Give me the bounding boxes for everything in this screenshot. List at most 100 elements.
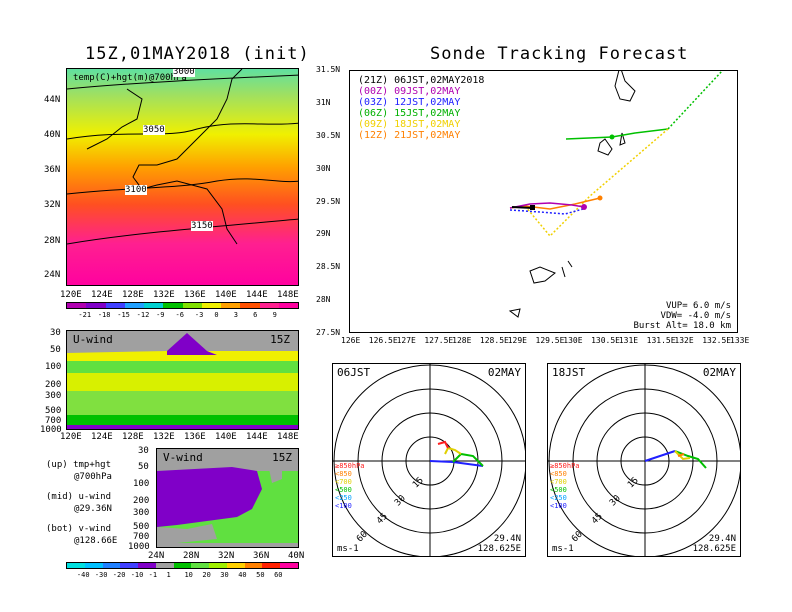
colorbar-swatch (155, 563, 174, 568)
p-tick: 300 (133, 508, 150, 518)
pressure-level-item: <500 (550, 486, 567, 494)
p-tick: 700 (45, 416, 62, 426)
colorbar-label: -1 (148, 571, 158, 579)
lon-tick: 132E (674, 336, 694, 345)
pressure-level-item: <250 (335, 494, 352, 502)
lon-tick: 136E (184, 432, 206, 442)
lon-tick: 133E (730, 336, 750, 345)
p-tick: 1000 (40, 425, 62, 435)
colorbar-label: 40 (238, 571, 247, 579)
lon-tick: 148E (277, 432, 299, 442)
pressure-level-item: ≥850hPa (335, 462, 365, 470)
lat-tick: 30.5N (316, 130, 341, 140)
temperature-colorbar-labels: -21 -18 -15 -12 -9 -6 -3 0 3 6 9 (66, 309, 299, 319)
polar-plot-06jst: 06JST 02MAY 15 30 45 60 ≥850hPa <850 <700 <… (332, 363, 526, 557)
colorbar-swatch (262, 563, 281, 568)
colorbar-swatch (102, 563, 121, 568)
colorbar-label: 1 (166, 571, 171, 579)
legend-note: (bot) v-wind (46, 524, 112, 534)
colorbar-swatch (221, 303, 241, 308)
track-title: Sonde Tracking Forecast (430, 44, 689, 64)
lon-tick: 132.5E (702, 336, 732, 345)
colorbar-swatch (144, 303, 164, 308)
colorbar-swatch (67, 303, 87, 308)
track-map: (21Z) 06JST,02MAY2018 (00Z) 09JST,02MAY (0… (349, 70, 738, 333)
launch-legend-item: (21Z) 06JST,02MAY2018 (358, 75, 485, 86)
lat-tick: 28N (316, 295, 331, 305)
vup-label: VUP= 6.0 m/s (665, 301, 731, 311)
p-tick: 100 (133, 479, 150, 489)
legend-note: @700hPa (74, 472, 112, 482)
lat-tick: 31N (316, 97, 331, 107)
colorbar-label: 0 (214, 311, 219, 319)
colorbar-label: -18 (97, 311, 111, 319)
lat-tick: 28.5N (316, 262, 341, 272)
colorbar-label: -6 (175, 311, 184, 319)
contour-label: 3150 (191, 221, 213, 231)
lon-tick: 144E (246, 290, 268, 300)
lon-tick: 126.5E (368, 336, 398, 345)
colorbar-swatch (124, 303, 144, 308)
lat-tick: 28N (183, 551, 200, 561)
lon-tick: 130E (563, 336, 583, 345)
p-tick: 500 (133, 522, 150, 532)
colorbar-swatch (201, 303, 221, 308)
contour-label: 3000 (173, 68, 195, 77)
pressure-level-item: <850 (550, 470, 567, 478)
v-wind-label: V-wind (163, 451, 203, 464)
pressure-level-item: ≥850hPa (550, 462, 580, 470)
launch-legend-item: (06Z) 15JST,02MAY (358, 108, 461, 119)
lon-tick: 132E (153, 432, 175, 442)
polar-lon: 128.625E (692, 544, 736, 554)
u-wind-section: U-wind 15Z (66, 330, 299, 430)
colorbar-label: -12 (136, 311, 150, 319)
p-tick: 30 (138, 446, 149, 456)
lon-tick: 124E (91, 290, 113, 300)
pressure-level-legend: ≥850hPa <850 <700 <500 <250 <100 (335, 462, 365, 510)
vdw-label: VDW= -4.0 m/s (660, 311, 731, 321)
colorbar-label: 3 (233, 311, 238, 319)
map-panel-label: temp(C)+hgt(m)@700hPa (73, 73, 187, 83)
lon-tick: 129E (507, 336, 527, 345)
lat-tick: 27.5N (316, 328, 341, 337)
pressure-level-item: <100 (550, 502, 567, 510)
p-tick: 1000 (128, 542, 150, 552)
p-tick: 200 (133, 496, 150, 506)
launch-legend-item: (00Z) 09JST,02MAY (358, 86, 461, 97)
colorbar-label: -40 (76, 571, 90, 579)
launch-legend-item: (09Z) 18JST,02MAY (358, 119, 461, 130)
map-title: 15Z,01MAY2018 (init) (85, 44, 310, 64)
colorbar-label: -10 (130, 571, 144, 579)
v-wind-time: 15Z (272, 451, 292, 464)
polar-lon: 128.625E (477, 544, 521, 554)
p-tick: 200 (45, 380, 62, 390)
pressure-level-item: <700 (335, 478, 352, 486)
launch-legend-item: (03Z) 12JST,02MAY (358, 97, 461, 108)
polar-units: ms-1 (552, 544, 574, 554)
colorbar-label: 50 (256, 571, 265, 579)
pressure-level-item: <700 (550, 478, 567, 486)
pressure-level-item: <850 (335, 470, 352, 478)
temperature-height-map: temp(C)+hgt(m)@700hPa 3000 3050 3100 315… (66, 68, 299, 286)
polar-units: ms-1 (337, 544, 359, 554)
lon-tick: 132E (153, 290, 175, 300)
launch-legend-item: (12Z) 21JST,02MAY (358, 130, 461, 141)
legend-note: (up) tmp+hgt (46, 460, 112, 470)
colorbar-swatch (138, 563, 156, 568)
v-wind-colorbar (66, 562, 299, 569)
polar-plot-18jst: 18JST 02MAY 15 30 45 60 ≥850hPa <850 <700 <… (547, 363, 741, 557)
legend-note: @128.66E (74, 536, 118, 546)
colorbar-label: 30 (220, 571, 229, 579)
lat-tick: 30N (316, 163, 331, 173)
polar-time: 06JST (337, 366, 371, 379)
lon-tick: 128E (122, 290, 144, 300)
colorbar-label: -30 (94, 571, 108, 579)
colorbar-swatch (278, 303, 298, 308)
lon-tick: 144E (246, 432, 268, 442)
lon-tick: 130.5E (591, 336, 620, 345)
p-tick: 300 (45, 391, 62, 401)
p-tick: 500 (45, 406, 62, 416)
colorbar-swatch (105, 303, 125, 308)
burst-label: Burst Alt= 18.0 km (633, 321, 731, 331)
lat-tick: 40N (44, 130, 61, 140)
